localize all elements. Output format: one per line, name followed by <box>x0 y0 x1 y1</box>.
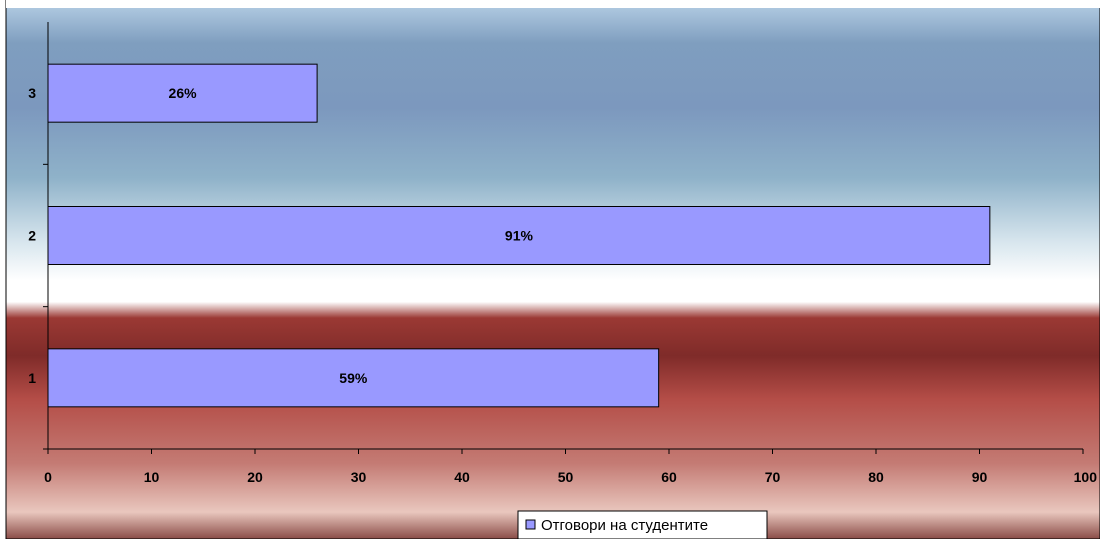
bar <box>47 63 318 123</box>
legend: Отговори на студентите <box>517 510 768 539</box>
x-tick-label: 50 <box>558 469 574 485</box>
x-tick-label: 30 <box>351 469 367 485</box>
category-labels: 1 2 3 <box>28 85 48 450</box>
data-label: 59% <box>339 370 368 386</box>
data-label: 91% <box>505 228 534 244</box>
legend-box <box>517 510 768 539</box>
data-label: 26% <box>169 85 198 101</box>
x-tick-label: 90 <box>972 469 988 485</box>
title-strip <box>6 0 1100 8</box>
x-tick-label: 80 <box>868 469 884 485</box>
x-tick-label: 40 <box>454 469 470 485</box>
x-tick-label: 20 <box>247 469 263 485</box>
x-tick-label: 10 <box>144 469 160 485</box>
category-label: 3 <box>28 85 36 101</box>
legend-swatch <box>525 519 536 530</box>
category-label: 1 <box>28 370 36 386</box>
x-tick-label: 70 <box>765 469 781 485</box>
legend-label: Отговори на студентите <box>541 517 708 534</box>
x-axis-ticks: 0 10 20 30 40 50 60 70 80 90 100 <box>44 449 1097 485</box>
bar <box>47 348 660 408</box>
x-tick-label: 0 <box>44 469 52 485</box>
x-tick-label: 100 <box>1074 469 1098 485</box>
category-label: 2 <box>28 228 36 244</box>
x-tick-label: 60 <box>661 469 677 485</box>
